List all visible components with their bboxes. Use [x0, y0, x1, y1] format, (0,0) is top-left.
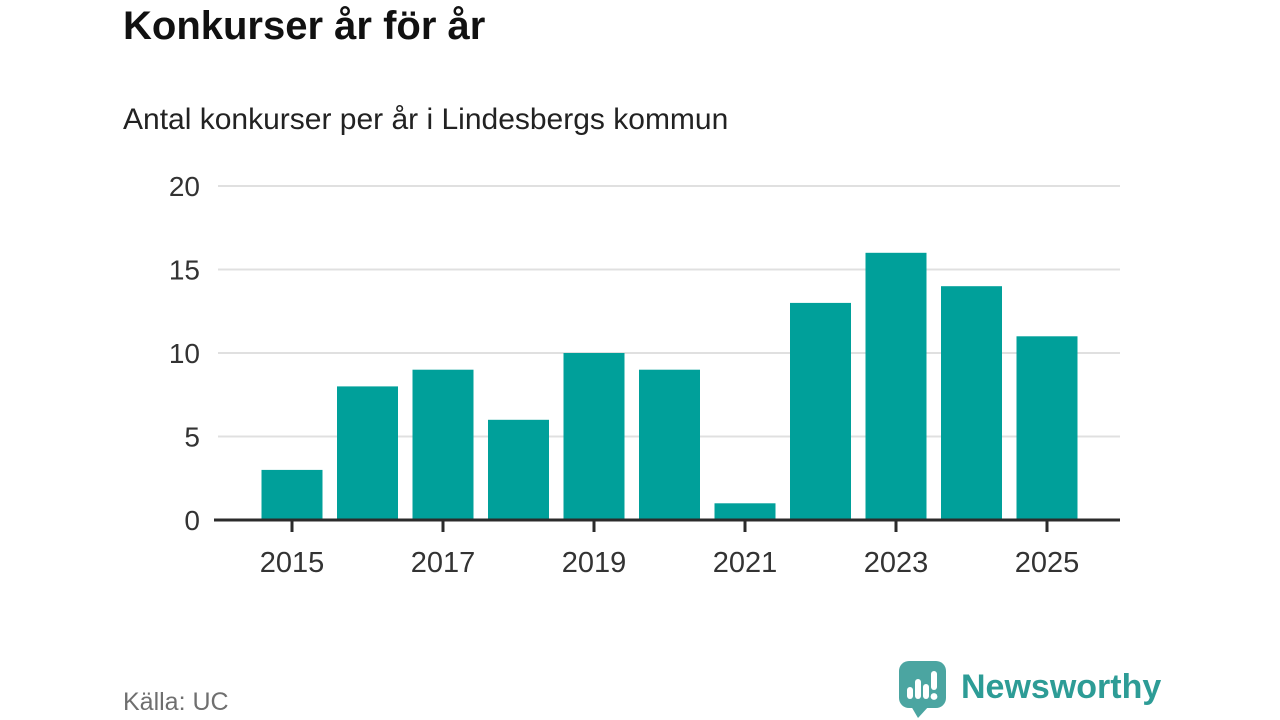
x-tick-label-2017: 2017 [411, 547, 476, 579]
chart-subtitle: Antal konkurser per år i Lindesbergs kom… [123, 103, 729, 136]
bar-2022 [790, 302, 851, 520]
bar-2016 [337, 386, 398, 520]
bar-2020 [639, 369, 700, 520]
bar-2019 [563, 353, 625, 520]
chart-title: Konkurser år för år [123, 4, 486, 48]
bar-2015 [261, 469, 323, 520]
bar-2024 [941, 286, 1002, 520]
y-tick-label-0: 0 [184, 505, 200, 536]
y-tick-label-20: 20 [169, 171, 200, 202]
bar-2023 [865, 252, 927, 521]
x-tick-label-2021: 2021 [713, 547, 778, 579]
source-label: Källa: UC [123, 688, 229, 716]
bar-2018 [488, 419, 549, 520]
newsworthy-logo-text: Newsworthy [961, 668, 1162, 706]
x-tick-label-2015: 2015 [260, 547, 325, 579]
x-tick-label-2019: 2019 [562, 547, 627, 579]
x-tick-label-2023: 2023 [864, 547, 929, 579]
bar-2021 [714, 503, 776, 520]
y-tick-label-5: 5 [184, 422, 200, 453]
newsworthy-logo: Newsworthy [898, 660, 1161, 718]
x-tick-label-2025: 2025 [1015, 547, 1080, 579]
y-tick-label-15: 15 [169, 255, 200, 286]
y-tick-label-10: 10 [169, 338, 200, 369]
bar-2025 [1016, 336, 1078, 520]
bar-2017 [412, 369, 474, 520]
newsworthy-logo-icon [899, 661, 946, 718]
